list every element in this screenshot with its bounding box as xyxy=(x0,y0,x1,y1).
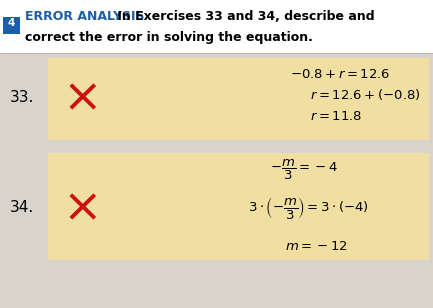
Bar xyxy=(0,0,433,53)
Bar xyxy=(48,153,429,260)
Text: $\times$: $\times$ xyxy=(62,185,97,230)
Bar xyxy=(0,260,433,308)
Bar xyxy=(0,140,433,153)
Text: $m = -12$: $m = -12$ xyxy=(285,240,348,253)
Bar xyxy=(48,58,429,140)
Text: ERROR ANALYSIS: ERROR ANALYSIS xyxy=(25,10,145,23)
Text: 33.: 33. xyxy=(10,91,34,106)
Text: correct the error in solving the equation.: correct the error in solving the equatio… xyxy=(25,30,313,43)
Text: $\times$: $\times$ xyxy=(62,75,97,120)
Text: $r = 11.8$: $r = 11.8$ xyxy=(310,110,362,123)
Text: ATS: ATS xyxy=(7,30,16,34)
Text: $-\dfrac{m}{3} = -4$: $-\dfrac{m}{3} = -4$ xyxy=(270,158,338,182)
Text: 34.: 34. xyxy=(10,201,34,216)
Text: $-0.8 + r = 12.6$: $-0.8 + r = 12.6$ xyxy=(290,67,390,80)
Text: $3 \cdot \left(-\dfrac{m}{3}\right) = 3 \cdot (-4)$: $3 \cdot \left(-\dfrac{m}{3}\right) = 3 … xyxy=(248,195,369,221)
Bar xyxy=(3,17,20,34)
Text: $r = 12.6 + (-0.8)$: $r = 12.6 + (-0.8)$ xyxy=(310,87,420,103)
Text: 4: 4 xyxy=(8,18,15,29)
Text: In Exercises 33 and 34, describe and: In Exercises 33 and 34, describe and xyxy=(113,10,375,23)
